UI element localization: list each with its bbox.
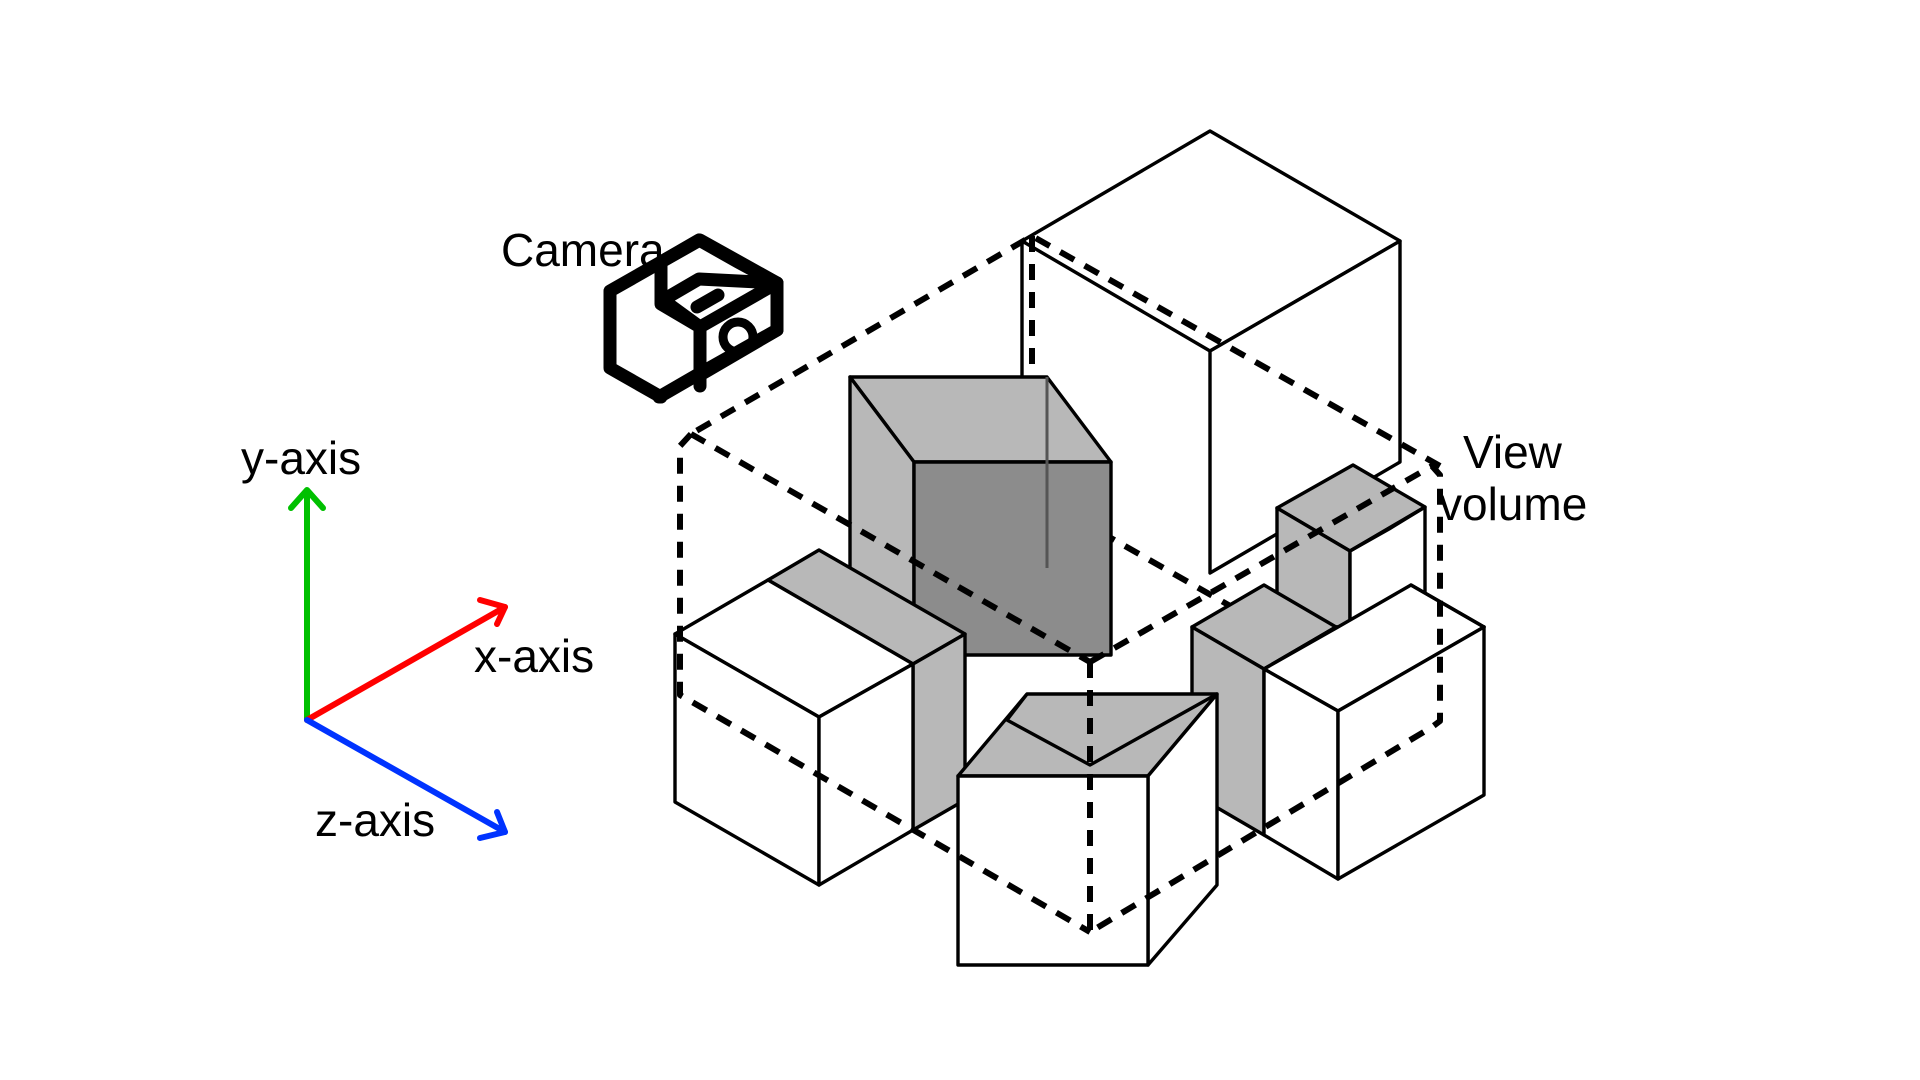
z-axis-arrowhead (477, 809, 508, 841)
camera-icon (603, 233, 784, 404)
y-axis-label: y-axis (241, 432, 361, 484)
z-axis-label: z-axis (315, 794, 435, 846)
view-volume-label-line1: View (1463, 426, 1563, 478)
z-axis-arrow (304, 717, 508, 835)
x-axis-arrowhead (477, 597, 508, 627)
cube-bottom-front (956, 692, 1219, 967)
y-axis-arrowhead (288, 487, 326, 511)
view-volume-front-edges (677, 233, 1443, 935)
view-volume-label-line2: volume (1439, 478, 1587, 530)
axis-indicator: y-axis x-axis z-axis (241, 432, 594, 846)
cube-back-large (1020, 129, 1402, 575)
cube-left-front (673, 548, 967, 887)
x-axis-arrow (304, 604, 508, 723)
x-axis-label: x-axis (474, 630, 594, 682)
camera-label: Camera (501, 224, 665, 276)
